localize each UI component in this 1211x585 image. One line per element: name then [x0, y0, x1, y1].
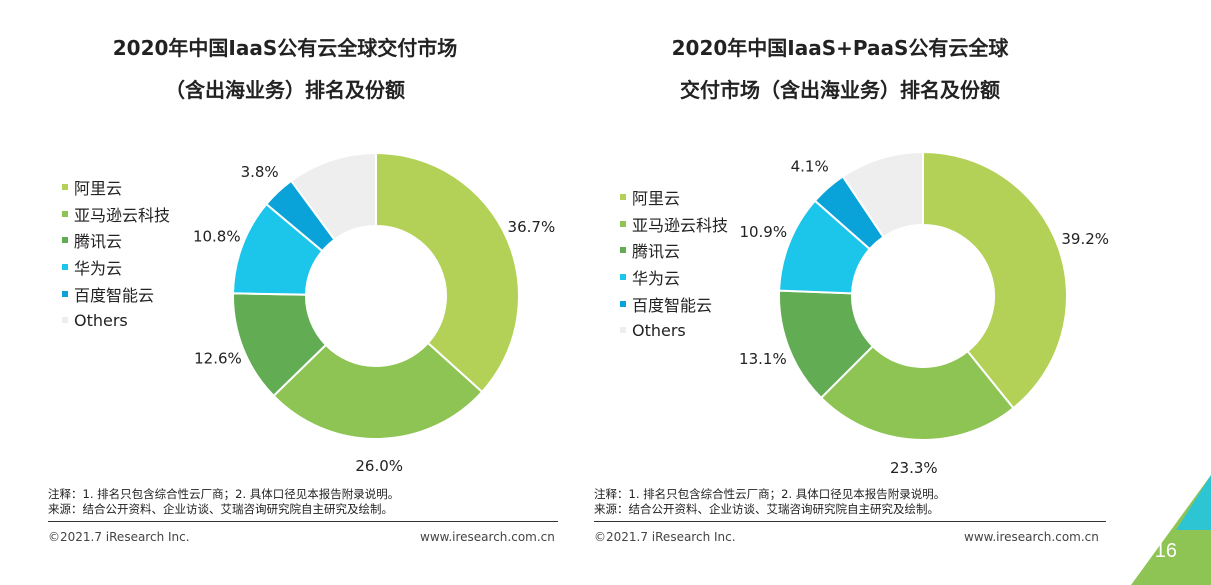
legend-label: 亚马逊云科技 — [632, 215, 729, 235]
slice-data-label: 4.1% — [791, 158, 829, 176]
donut-slice — [841, 150, 924, 239]
chart-title-line-2: （含出海业务）排名及份额 — [165, 78, 405, 102]
legend-swatch — [62, 264, 68, 271]
copyright-text: ©2021.7 iResearch Inc. — [594, 530, 736, 544]
page-number: 16 — [1154, 540, 1177, 562]
legend-swatch — [62, 184, 68, 191]
website-link[interactable]: www.iresearch.com.cn — [964, 530, 1099, 544]
legend-label: 华为云 — [632, 269, 681, 289]
legend-item: Others — [62, 307, 170, 334]
chart-title-line-1: 2020年中国IaaS+PaaS公有云全球 — [671, 36, 1009, 60]
legend-label: 百度智能云 — [74, 285, 155, 305]
donut-slice — [272, 341, 484, 440]
footer-divider — [594, 521, 1106, 522]
legend-item: 亚马逊云科技 — [620, 211, 728, 238]
page-corner-decoration — [1131, 475, 1211, 585]
legend-label: 腾讯云 — [632, 242, 681, 262]
slice-data-label: 39.2% — [1061, 230, 1109, 248]
legend-item: 华为云 — [620, 264, 728, 291]
legend-item: 阿里云 — [62, 174, 170, 201]
legend-swatch — [62, 290, 68, 297]
legend-swatch — [620, 194, 626, 201]
chart-panel-iaas: 2020年中国IaaS公有云全球交付市场 （含出海业务）排名及份额 阿里云 亚马… — [0, 0, 570, 585]
legend-swatch — [62, 317, 68, 324]
legend-label: Others — [632, 320, 686, 340]
legend-swatch — [620, 274, 626, 281]
slice-data-label: 26.0% — [355, 457, 403, 475]
corner-triangle-green — [1131, 475, 1211, 585]
chart-source: 来源：结合公开资料、企业访谈、艾瑞咨询研究院自主研究及绘制。 — [594, 502, 939, 516]
website-link[interactable]: www.iresearch.com.cn — [420, 530, 555, 544]
donut-slice — [819, 344, 1015, 441]
slice-data-label: 10.8% — [193, 227, 241, 245]
legend-label: 亚马逊云科技 — [74, 205, 171, 225]
slice-data-label: 23.3% — [890, 459, 938, 477]
legend-swatch — [62, 237, 68, 244]
footer-divider — [48, 521, 558, 522]
legend-item: 华为云 — [62, 254, 170, 281]
legend-label: 阿里云 — [74, 179, 123, 199]
legend-label: Others — [74, 310, 128, 330]
legend-item: 腾讯云 — [620, 237, 728, 264]
donut-slice — [922, 150, 1068, 410]
legend-item: 百度智能云 — [620, 290, 728, 317]
legend-item: 腾讯云 — [62, 227, 170, 254]
legend-item: 亚马逊云科技 — [62, 201, 170, 228]
chart-panel-iaas-paas: 2020年中国IaaS+PaaS公有云全球 交付市场（含出海业务）排名及份额 阿… — [560, 0, 1120, 585]
legend-label: 腾讯云 — [74, 232, 123, 252]
chart-title-line-2: 交付市场（含出海业务）排名及份额 — [680, 78, 1000, 102]
chart-legend: 阿里云 亚马逊云科技 腾讯云 华为云 百度智能云 Others — [62, 174, 170, 334]
legend-swatch — [620, 247, 626, 254]
legend-item: 百度智能云 — [62, 280, 170, 307]
corner-triangle-blue — [1176, 475, 1211, 530]
slice-data-label: 12.6% — [194, 350, 242, 368]
chart-note: 注释：1. 排名只包含综合性云厂商；2. 具体口径见本报告附录说明。 — [48, 487, 400, 501]
slice-data-label: 3.8% — [241, 163, 279, 181]
legend-swatch — [620, 220, 626, 227]
chart-legend: 阿里云 亚马逊云科技 腾讯云 华为云 百度智能云 Others — [620, 184, 728, 344]
slice-data-label: 10.9% — [739, 223, 787, 241]
donut-slice — [375, 151, 520, 394]
legend-item: 阿里云 — [620, 184, 728, 211]
chart-title-line-1: 2020年中国IaaS公有云全球交付市场 — [112, 36, 458, 60]
legend-item: Others — [620, 317, 728, 344]
legend-label: 华为云 — [74, 259, 123, 279]
legend-label: 阿里云 — [632, 189, 681, 209]
legend-label: 百度智能云 — [632, 295, 713, 315]
slice-data-label: 36.7% — [508, 218, 556, 236]
chart-source: 来源：结合公开资料、企业访谈、艾瑞咨询研究院自主研究及绘制。 — [48, 502, 393, 516]
copyright-text: ©2021.7 iResearch Inc. — [48, 530, 190, 544]
legend-swatch — [620, 300, 626, 307]
slice-data-label: 13.1% — [739, 350, 787, 368]
donut-slice — [289, 151, 377, 242]
donut-chart-iaas-paas: 39.2% 23.3% 13.1% 10.9% 4.1% — [739, 150, 1109, 477]
chart-note: 注释：1. 排名只包含综合性云厂商；2. 具体口径见本报告附录说明。 — [594, 487, 946, 501]
legend-swatch — [620, 327, 626, 334]
legend-swatch — [62, 210, 68, 217]
donut-chart-iaas: 36.7% 26.0% 12.6% 10.8% 3.8% — [193, 151, 556, 475]
